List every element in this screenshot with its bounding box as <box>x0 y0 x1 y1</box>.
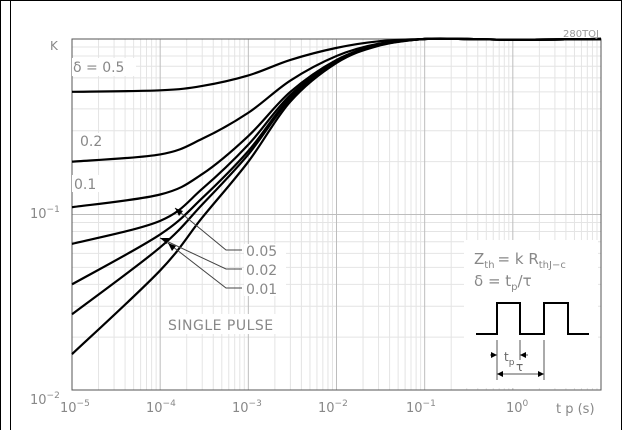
leader-line-0.05 <box>174 207 242 251</box>
arrowhead <box>160 238 169 244</box>
leader-lines <box>159 207 242 289</box>
x-tick-label: 10−5 <box>60 399 90 416</box>
y-axis-label: K <box>50 39 59 53</box>
y-tick-label: 10−2 <box>30 391 60 408</box>
leader-arrows <box>160 208 183 251</box>
x-tick-label: 100 <box>506 399 529 416</box>
pulse-arrows <box>491 352 544 377</box>
series-label-single-pulse: SINGLE PULSE <box>168 318 274 334</box>
series-line-6 <box>71 37 602 355</box>
x-tick-label: 10−1 <box>406 399 436 416</box>
formula-backdrop <box>464 240 598 388</box>
x-tick-label: 10−2 <box>318 399 348 416</box>
arrowhead <box>491 352 497 358</box>
tau-label: τ <box>516 360 523 374</box>
formula-zth: Zth = k RthJ−c <box>474 250 566 271</box>
y-tick-label: 10−1 <box>30 205 60 222</box>
tp-label: tp <box>504 350 515 368</box>
label-backdrop <box>72 175 100 192</box>
label-backdrop <box>166 314 286 334</box>
series-label-0.05: 0.05 <box>246 244 277 260</box>
x-tick-label: 10−4 <box>146 399 176 416</box>
series-layer <box>71 37 602 355</box>
plot-frame <box>71 38 602 391</box>
pulse-waveform <box>476 302 589 335</box>
leader-line-0.02 <box>159 237 242 270</box>
y-tick-labels: 10−1 10−2 <box>30 205 60 408</box>
x-tick-labels: 10−5 10−4 10−3 10−2 10−1 100 <box>60 399 529 416</box>
label-backdrop <box>244 244 286 296</box>
series-label-0.02: 0.02 <box>246 263 277 279</box>
arrowhead <box>497 371 503 377</box>
series-label-0.2: 0.2 <box>80 134 102 150</box>
chart-code: 280TOJ <box>563 29 599 40</box>
arrowhead <box>520 352 526 358</box>
arrowhead <box>538 371 544 377</box>
arrowhead <box>168 243 176 251</box>
series-label-0.01: 0.01 <box>246 282 277 298</box>
formula-delta: δ = tp/τ <box>474 272 532 293</box>
label-backdrop <box>77 133 107 150</box>
arrowhead <box>175 208 183 216</box>
series-label-0.1: 0.1 <box>74 177 96 193</box>
leader-line-0.01 <box>167 242 242 289</box>
label-backdrop <box>72 58 136 76</box>
x-tick-label: 10−3 <box>232 399 262 416</box>
series-label-0.5: δ = 0.5 <box>73 60 124 76</box>
x-axis-label: t p (s) <box>556 402 595 417</box>
